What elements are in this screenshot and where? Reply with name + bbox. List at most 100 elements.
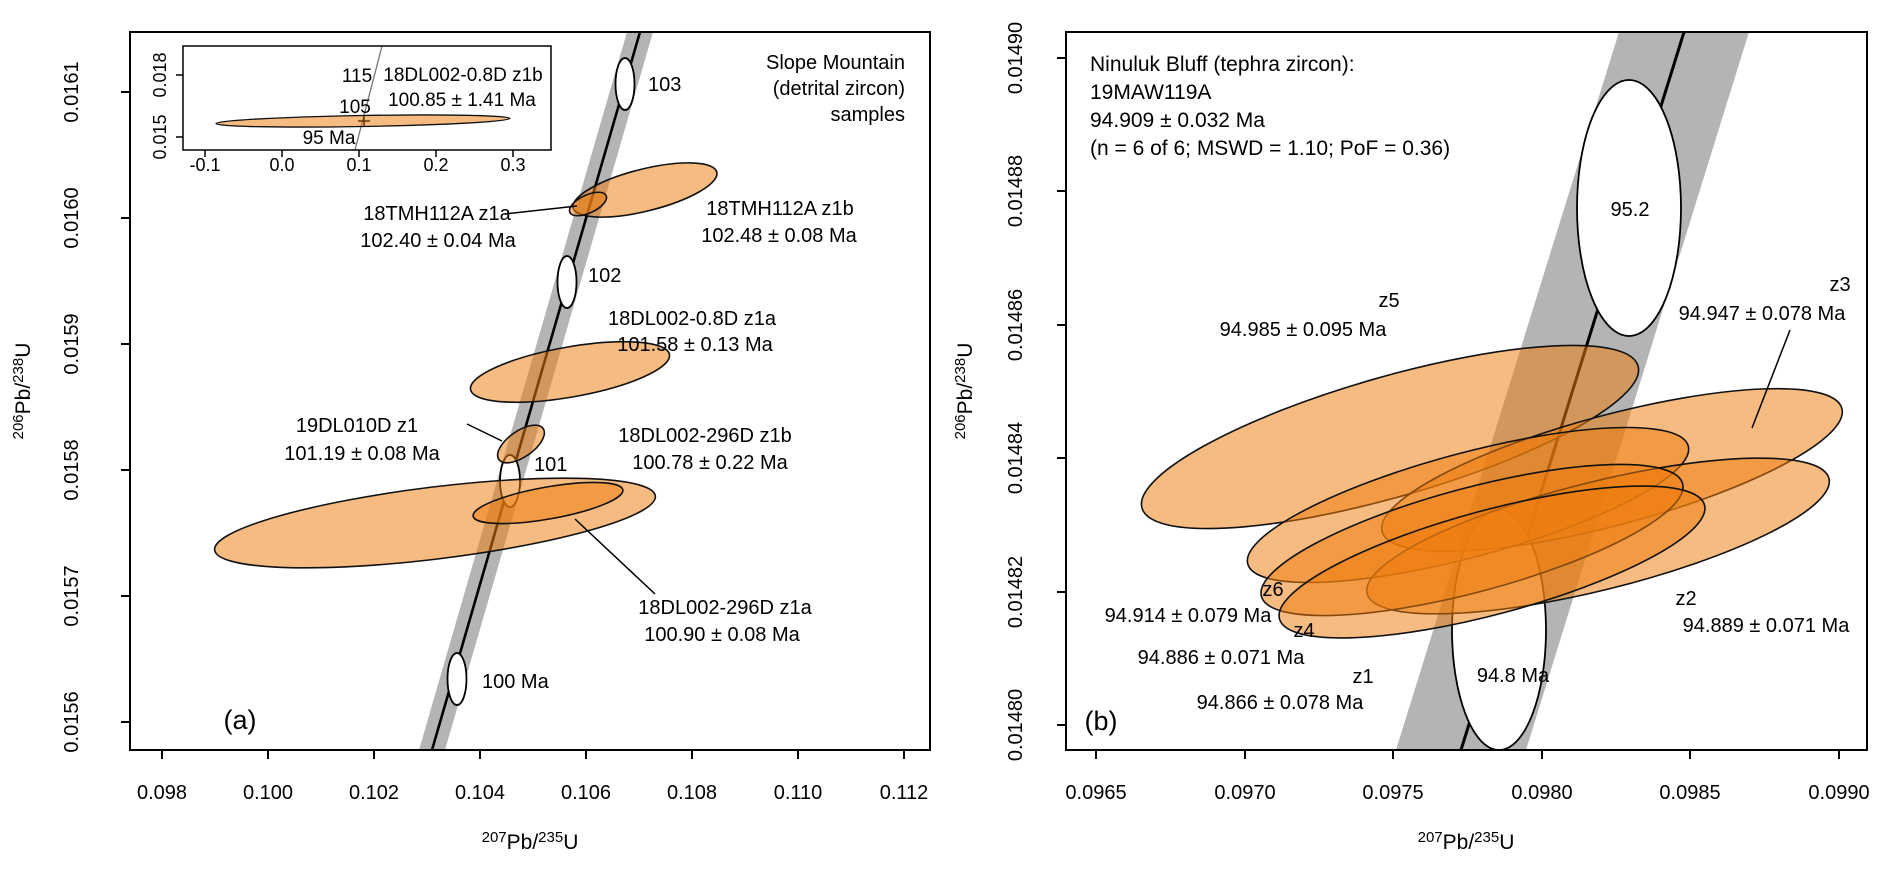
label: 95 Ma [303,128,356,149]
label: Slope Mountain [766,52,905,74]
label: 0.102 [349,782,399,804]
label: 101 [534,454,567,476]
label: 94.985 ± 0.095 Ma [1220,319,1388,341]
x-axis-title: 207Pb/235U [1418,829,1515,854]
label: 0.018 [150,52,170,97]
label: 105 [339,97,371,118]
label: 103 [648,74,681,96]
label: 0.0157 [61,565,83,626]
plot-border [129,31,931,751]
label: (n = 6 of 6; MSWD = 1.10; PoF = 0.36) [1090,137,1450,160]
label: 18TMH112A z1a [363,203,511,225]
label: 18DL002-296D z1a [638,597,812,619]
y-axis-title: 206Pb/238U [10,343,35,440]
label: 0.0 [269,155,294,175]
error-ellipse-19dl010d-z1 [496,424,546,464]
label: (b) [1085,706,1118,736]
label: 0.01490 [1005,22,1027,94]
label: 0.0159 [61,313,83,374]
label: 94.909 ± 0.032 Ma [1090,109,1265,132]
label: 94.889 ± 0.071 Ma [1683,615,1851,637]
callout-line [504,205,578,215]
concordia-age-marker-103 [614,57,636,111]
label: 0.100 [243,782,293,804]
label: 0.015 [150,114,170,159]
label: 18DL002-296D z1b [618,425,791,447]
concordia-age-marker-102 [556,255,578,309]
label: 0.01480 [1005,689,1027,761]
label: 0.01484 [1005,422,1027,494]
label: 100 Ma [482,671,550,693]
label: 0.0985 [1659,782,1720,804]
label: 0.108 [667,782,717,804]
label: 100.90 ± 0.08 Ma [644,624,800,646]
label: 94.886 ± 0.071 Ma [1138,647,1306,669]
panel-b: Ninuluk Bluff (tephra zircon): 19MAW119A 9… [952,22,1870,854]
label: z2 [1675,588,1696,610]
label: 94.8 Ma [1477,665,1550,687]
error-ellipse-18dl002-296d-z1a [472,481,624,525]
inset-plot: 115 105 95 Ma 18DL002-0.8D z1b 100.85 ± 1.41… [150,45,552,175]
label: 0.0161 [61,61,83,122]
label: 101.19 ± 0.08 Ma [284,443,440,465]
error-ellipse-18dl002-0-8d-z1a [469,340,671,404]
y-axis-title: 206Pb/238U [952,343,977,440]
plot-border [1065,31,1868,751]
label: 0.0965 [1065,782,1126,804]
label: 19MAW119A [1090,81,1211,104]
label: 94.947 ± 0.078 Ma [1679,303,1847,325]
label: 94.914 ± 0.079 Ma [1105,605,1273,627]
label: 0.01488 [1005,155,1027,227]
inset-border [182,45,552,151]
label: 115 [342,66,372,87]
label: 0.1 [346,155,371,175]
label: 0.0160 [61,187,83,248]
callout-line [1751,329,1791,429]
x-axis-title: 207Pb/235U [482,829,579,854]
label: 0.0975 [1362,782,1423,804]
label: 100.78 ± 0.22 Ma [632,452,788,474]
label: 102.40 ± 0.04 Ma [360,230,516,252]
label: 102.48 ± 0.08 Ma [701,225,857,247]
label: z3 [1829,274,1850,296]
label: 18DL002-0.8D z1b [383,65,543,86]
label: 102 [588,265,621,287]
label: (detrital zircon) [773,78,905,100]
callout-line [574,518,656,595]
label: 0.104 [455,782,505,804]
label: 95.2 [1611,199,1650,221]
label: 0.3 [500,155,525,175]
label: Ninuluk Bluff (tephra zircon): [1090,53,1355,76]
callout-line [466,423,503,442]
label: z6 [1262,579,1283,601]
label: 0.106 [561,782,611,804]
concordia-age-marker-100 [446,652,468,706]
label: 18DL002-0.8D z1a [608,308,777,330]
error-ellipse-18tmh112a-z1a [568,191,608,217]
label: 0.0970 [1214,782,1275,804]
label: 0.110 [774,782,823,804]
label: 19DL010D z1 [296,415,418,437]
label: 0.0156 [61,691,83,752]
inset-background [183,46,551,150]
label: 94.866 ± 0.078 Ma [1197,692,1365,714]
label: 100.85 ± 1.41 Ma [388,90,536,111]
label: 0.01486 [1005,289,1027,361]
label: 0.2 [423,155,448,175]
error-ellipse-z1 [1278,485,1706,639]
label: 18TMH112A z1b [706,198,854,220]
label: z4 [1293,620,1314,642]
label: samples [831,104,905,126]
label: 0.0158 [61,439,83,500]
label: z5 [1378,290,1399,312]
label: z1 [1352,666,1373,688]
label: -0.1 [189,155,220,175]
label: 0.0990 [1808,782,1869,804]
label: 101.58 ± 0.13 Ma [617,334,773,356]
concordia-age-marker-95.2 [1576,79,1682,337]
label: 0.112 [880,782,929,804]
label: (a) [224,705,257,735]
label: 0.098 [137,782,187,804]
label: 0.01482 [1005,556,1027,628]
